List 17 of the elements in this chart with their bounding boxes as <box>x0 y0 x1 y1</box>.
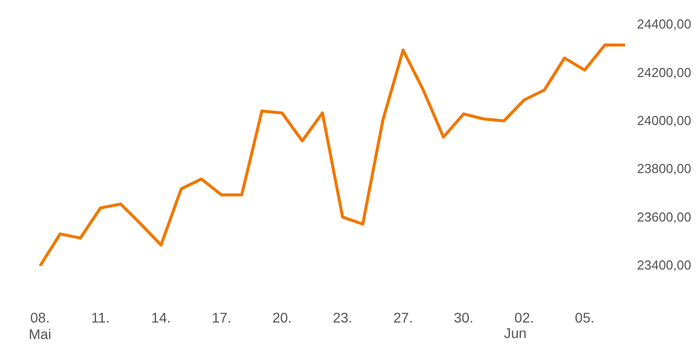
x-tick-label: 14. <box>151 309 171 326</box>
x-tick-label: 20. <box>272 309 292 326</box>
x-tick-label: 30. <box>454 309 474 326</box>
text: Jun <box>504 324 527 341</box>
x-tick-label: 05. <box>574 309 594 326</box>
x-tick-label: 11. <box>91 309 110 326</box>
y-tick-label: 24200,00 <box>637 64 692 80</box>
x-tick-label: 08. Mai <box>28 309 52 342</box>
y-tick-label: 24400,00 <box>637 16 692 32</box>
y-tick-label: 23800,00 <box>637 161 692 176</box>
x-tick-label: 02. <box>514 309 534 326</box>
x-tick-label: 17. <box>212 309 232 326</box>
x-tick-label: 23. <box>332 309 352 326</box>
y-tick-label: 24000,00 <box>637 112 692 128</box>
x-tick-label: 27. <box>393 309 413 326</box>
y-tick-label: 23600,00 <box>637 209 692 224</box>
y-tick-label: 23400,00 <box>637 258 692 273</box>
